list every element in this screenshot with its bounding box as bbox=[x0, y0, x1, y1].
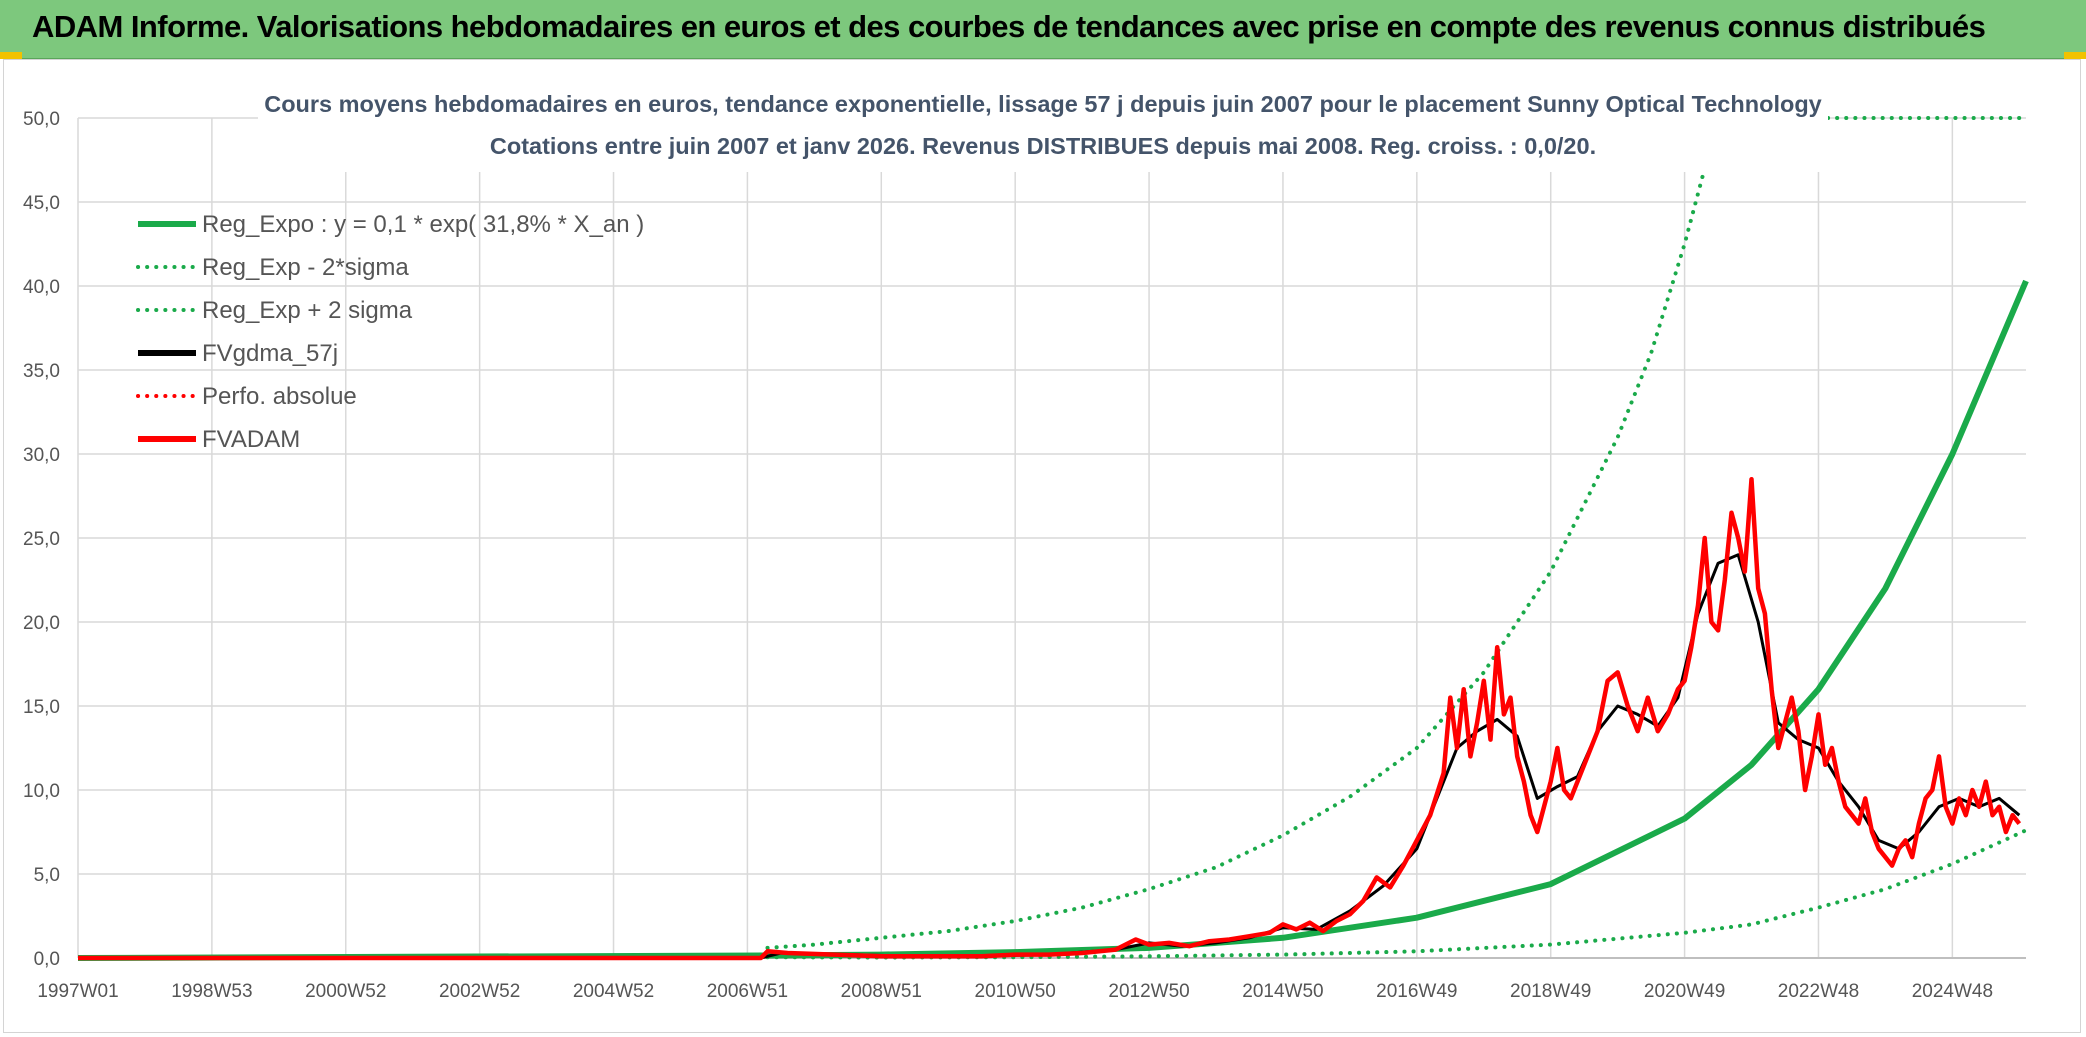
x-tick-label: 2024W48 bbox=[1912, 981, 1993, 1002]
legend-label: Reg_Exp - 2*sigma bbox=[202, 254, 409, 281]
x-tick-label: 2012W50 bbox=[1108, 981, 1189, 1002]
legend-label: Reg_Expo : y = 0,1 * exp( 31,8% * X_an ) bbox=[202, 211, 644, 238]
y-tick-label: 20,0 bbox=[23, 613, 60, 634]
x-tick-label: 2016W49 bbox=[1376, 981, 1457, 1002]
x-tick-label: 2002W52 bbox=[439, 981, 520, 1002]
y-tick-label: 10,0 bbox=[23, 781, 60, 802]
x-tick-label: 2018W49 bbox=[1510, 981, 1591, 1002]
series-line-fvadam bbox=[78, 476, 2022, 961]
legend-label: FVgdma_57j bbox=[202, 340, 338, 367]
x-tick-label: 2014W50 bbox=[1242, 981, 1323, 1002]
x-tick-label: 2010W50 bbox=[975, 981, 1056, 1002]
banner-title: ADAM Informe. Valorisations hebdomadaire… bbox=[32, 9, 1986, 44]
legend-label: FVADAM bbox=[202, 426, 300, 453]
y-tick-label: 15,0 bbox=[23, 697, 60, 718]
x-tick-label: 2006W51 bbox=[707, 981, 788, 1002]
chart-title-line1: Cours moyens hebdomadaires en euros, ten… bbox=[264, 91, 1822, 117]
y-tick-label: 5,0 bbox=[34, 865, 60, 886]
corner-marker-right bbox=[2064, 52, 2086, 59]
x-tick-label: 2004W52 bbox=[573, 981, 654, 1002]
legend: Reg_Expo : y = 0,1 * exp( 31,8% * X_an )… bbox=[136, 211, 644, 453]
chart-frame bbox=[3, 59, 2081, 1033]
x-tick-label: 2000W52 bbox=[305, 981, 386, 1002]
y-tick-label: 0,0 bbox=[34, 949, 60, 970]
x-tick-label: 2020W49 bbox=[1644, 981, 1725, 1002]
series-line-reg-exp-2-sigma bbox=[765, 166, 1707, 950]
chart-title-line2: Cotations entre juin 2007 et janv 2026. … bbox=[490, 133, 1596, 159]
grid-lines bbox=[77, 117, 2026, 959]
series-line-reg-exp-2-sigma bbox=[765, 828, 2028, 960]
series-layer bbox=[78, 116, 2029, 961]
series-line-fvgdma-57j bbox=[78, 553, 2021, 960]
y-tick-label: 25,0 bbox=[23, 529, 60, 550]
x-tick-label: 2008W51 bbox=[841, 981, 922, 1002]
y-tick-label: 40,0 bbox=[23, 277, 60, 298]
x-tick-label: 1998W53 bbox=[171, 981, 252, 1002]
y-tick-label: 35,0 bbox=[23, 361, 60, 382]
y-axis-ticks: 0,0 5,0 10,0 15,0 20,0 25,0 30,0 35,0 40,0 45,0 50… bbox=[23, 109, 60, 970]
x-tick-label: 1997W01 bbox=[37, 981, 118, 1002]
y-tick-label: 50,0 bbox=[23, 109, 60, 130]
x-tick-label: 2022W48 bbox=[1778, 981, 1859, 1002]
series-line-reg-expo bbox=[78, 279, 2029, 961]
report-banner: ADAM Informe. Valorisations hebdomadaire… bbox=[0, 0, 2086, 59]
chart-title-background bbox=[258, 84, 1828, 172]
legend-label: Reg_Exp + 2 sigma bbox=[202, 297, 413, 324]
y-tick-label: 45,0 bbox=[23, 193, 60, 214]
y-tick-label: 30,0 bbox=[23, 445, 60, 466]
x-axis-ticks: 1997W01 1998W53 2000W52 2002W52 2004W52 2006W… bbox=[37, 981, 1993, 1002]
corner-marker-left bbox=[0, 52, 22, 59]
legend-label: Perfo. absolue bbox=[202, 383, 357, 410]
